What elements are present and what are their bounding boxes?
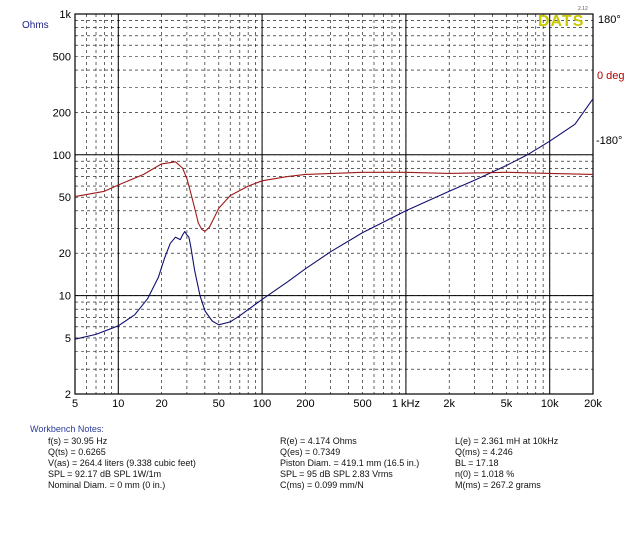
workbench-notes: Workbench Notes: f(s) = 30.95 Hz Q(ts) =… <box>0 424 632 534</box>
x-tick-label: 5 <box>72 398 78 410</box>
y-tick-label: 5 <box>65 333 71 345</box>
notes-title: Workbench Notes: <box>30 424 104 434</box>
plot-area <box>75 14 593 394</box>
phase-label-top: 180° <box>598 14 621 26</box>
note-fs: f(s) = 30.95 Hz <box>48 436 108 446</box>
major-gridlines <box>75 14 593 394</box>
note-bl: BL = 17.18 <box>455 458 499 468</box>
series-layer <box>74 98 594 340</box>
note-qms: Q(ms) = 4.246 <box>455 447 513 457</box>
y-unit-label: Ohms <box>22 20 49 31</box>
phase-line <box>74 161 594 232</box>
x-tick-labels: 5 10 20 50 100 200 500 1 kHz 2k 5k 10k 20k <box>72 398 602 410</box>
x-tick-label: 100 <box>253 398 271 410</box>
phase-label-bottom: -180° <box>596 135 622 147</box>
note-qes: Q(es) = 0.7349 <box>280 447 341 457</box>
y-tick-label: 1k <box>59 9 71 21</box>
version-label: 2.12 <box>578 6 588 12</box>
note-nominal-diam: Nominal Diam. = 0 mm (0 in.) <box>48 480 166 490</box>
y-tick-label: 500 <box>53 51 71 63</box>
note-qts: Q(ts) = 0.6265 <box>48 447 106 457</box>
x-tick-label: 5k <box>501 398 513 410</box>
x-tick-label: 10k <box>541 398 559 410</box>
x-tick-label: 2k <box>443 398 455 410</box>
y-tick-label: 10 <box>59 291 71 303</box>
note-spl-1w: SPL = 92.17 dB SPL 1W/1m <box>48 469 162 479</box>
dats-logo: DATS <box>538 13 584 30</box>
y-tick-label: 200 <box>53 107 71 119</box>
note-mms: M(ms) = 267.2 grams <box>455 480 541 490</box>
note-le: L(e) = 2.361 mH at 10kHz <box>455 436 559 446</box>
y-tick-label: 20 <box>59 248 71 260</box>
x-tick-label: 20k <box>584 398 602 410</box>
note-spl-283: SPL = 95 dB SPL 2.83 Vrms <box>280 469 393 479</box>
note-re: R(e) = 4.174 Ohms <box>280 436 357 446</box>
y-tick-label: 100 <box>53 150 71 162</box>
y-tick-label: 2 <box>65 389 71 401</box>
y-tick-labels: 2 5 10 20 50 100 200 500 1k <box>53 9 72 401</box>
x-tick-label: 20 <box>155 398 167 410</box>
x-tick-label: 500 <box>353 398 371 410</box>
x-tick-label: 10 <box>112 398 124 410</box>
x-tick-label: 1 kHz <box>392 398 420 410</box>
note-cms: C(ms) = 0.099 mm/N <box>280 480 364 490</box>
note-n0: n(0) = 1.018 % <box>455 469 515 479</box>
phase-label-zero: 0 deg <box>597 70 625 82</box>
note-piston-diam: Piston Diam. = 419.1 mm (16.5 in.) <box>280 458 420 468</box>
note-vas: V(as) = 264.4 liters (9.338 cubic feet) <box>48 458 196 468</box>
y-tick-label: 50 <box>59 192 71 204</box>
x-tick-label: 50 <box>213 398 225 410</box>
plot-frame <box>74 13 594 395</box>
impedance-line <box>74 98 594 340</box>
x-tick-label: 200 <box>296 398 314 410</box>
